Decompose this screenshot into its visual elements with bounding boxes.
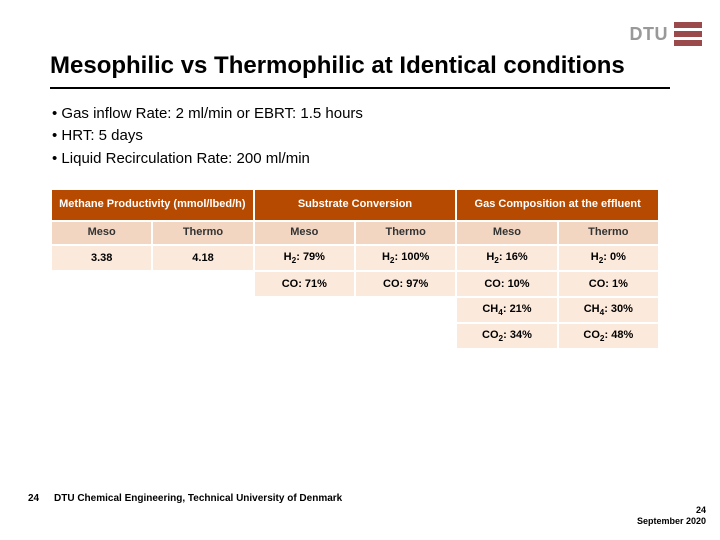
- table-cell: CH4: 30%: [559, 298, 658, 322]
- table-cell: CO: 1%: [559, 272, 658, 296]
- date-text: September 2020: [637, 516, 706, 526]
- table-cell: [153, 298, 252, 322]
- bullet-item: Gas inflow Rate: 2 ml/min or EBRT: 1.5 h…: [52, 103, 670, 126]
- logo-text: DTU: [630, 24, 669, 45]
- table-cell: CO: 10%: [457, 272, 556, 296]
- bullet-item: Liquid Recirculation Rate: 200 ml/min: [52, 148, 670, 171]
- institution: DTU Chemical Engineering, Technical Univ…: [54, 493, 342, 504]
- table-cell: 3.38: [52, 246, 151, 270]
- table-cell: H2: 79%: [255, 246, 354, 270]
- comparison-table: Methane Productivity (mmol/lbed/h) Subst…: [50, 188, 660, 350]
- bullet-item: HRT: 5 days: [52, 125, 670, 148]
- subhead: Meso: [457, 222, 556, 244]
- table-cell: [255, 324, 354, 348]
- table-cell: [52, 324, 151, 348]
- footer: 24 DTU Chemical Engineering, Technical U…: [0, 488, 720, 528]
- subhead: Thermo: [559, 222, 658, 244]
- table-cell: H2: 100%: [356, 246, 455, 270]
- table-cell: [255, 298, 354, 322]
- col-group-1: Methane Productivity (mmol/lbed/h): [52, 190, 253, 220]
- slide-title: Mesophilic vs Thermophilic at Identical …: [50, 52, 670, 89]
- subhead: Meso: [255, 222, 354, 244]
- col-group-2: Substrate Conversion: [255, 190, 456, 220]
- table-cell: CO: 71%: [255, 272, 354, 296]
- page-number-left: 24: [28, 493, 39, 504]
- subhead: Thermo: [153, 222, 252, 244]
- table-cell: H2: 16%: [457, 246, 556, 270]
- logo-flag-icon: [674, 22, 702, 46]
- table-cell: [52, 272, 151, 296]
- table-cell: CO2: 34%: [457, 324, 556, 348]
- table-cell: CO: 97%: [356, 272, 455, 296]
- table-cell: [356, 298, 455, 322]
- col-group-3: Gas Composition at the effluent: [457, 190, 658, 220]
- footer-right: 24 September 2020: [626, 505, 706, 526]
- table-cell: [52, 298, 151, 322]
- table-cell: CH4: 21%: [457, 298, 556, 322]
- table-cell: 4.18: [153, 246, 252, 270]
- table-cell: [153, 324, 252, 348]
- table-cell: [153, 272, 252, 296]
- table-cell: H2: 0%: [559, 246, 658, 270]
- table-cell: CO2: 48%: [559, 324, 658, 348]
- page-number-right: 24: [696, 505, 706, 515]
- dtu-logo: DTU: [630, 22, 703, 46]
- subhead: Thermo: [356, 222, 455, 244]
- table-cell: [356, 324, 455, 348]
- subhead: Meso: [52, 222, 151, 244]
- bullet-list: Gas inflow Rate: 2 ml/min or EBRT: 1.5 h…: [52, 103, 670, 171]
